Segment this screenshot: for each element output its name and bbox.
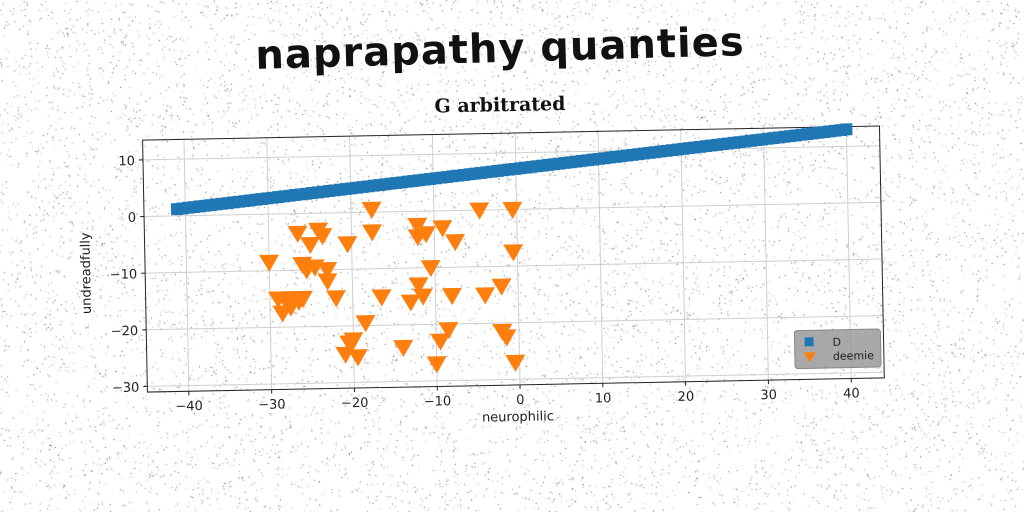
- y-tick-label: −30: [112, 381, 140, 397]
- chart-title: G arbitrated: [434, 93, 565, 118]
- series-deemie-point: [355, 315, 376, 333]
- plot-frame: [142, 125, 885, 393]
- legend-label-deemie: deemie: [833, 349, 875, 363]
- y-axis-label: undreadfully: [78, 232, 95, 314]
- x-tick-label: −30: [258, 397, 286, 413]
- series-deemie-point: [420, 259, 441, 278]
- legend-marker-d: [804, 337, 814, 347]
- series-deemie-point: [371, 289, 392, 307]
- series-deemie-point: [300, 236, 321, 255]
- grid-line-y: [146, 315, 884, 331]
- series-deemie-point: [505, 354, 526, 372]
- series-deemie-point: [317, 273, 338, 291]
- series-deemie-point: [415, 226, 436, 244]
- series-deemie-point: [259, 254, 280, 272]
- series-d-point: [840, 123, 853, 136]
- series-deemie-point: [412, 288, 433, 306]
- x-tick-label: 40: [843, 386, 860, 401]
- y-tick-label: −20: [111, 324, 139, 340]
- series-deemie-point: [503, 244, 524, 262]
- series-deemie-point: [292, 290, 313, 308]
- legend-marker-deemie: [803, 352, 816, 363]
- grid-line-x: [183, 139, 190, 392]
- grid-line-y: [142, 145, 880, 161]
- series-deemie-point: [317, 261, 338, 280]
- x-tick-label: 0: [516, 393, 525, 408]
- grid-line-x: [763, 128, 769, 381]
- grid-line-x: [680, 129, 687, 382]
- series-deemie-point: [441, 287, 462, 306]
- x-tick-label: 30: [760, 388, 777, 403]
- grid-line-y: [145, 258, 883, 274]
- grid-line-y: [147, 371, 885, 387]
- series-deemie-point: [444, 234, 465, 252]
- grid-line-x: [597, 131, 604, 384]
- series-deemie-point: [287, 225, 308, 243]
- grid-line-x: [514, 132, 521, 385]
- x-axis-label: neurophilic: [482, 409, 554, 425]
- series-deemie-point: [400, 294, 421, 312]
- x-tick-label: 10: [595, 391, 612, 406]
- series-deemie-point: [430, 333, 451, 351]
- y-tick-label: 10: [118, 154, 135, 169]
- legend-label-d: D: [832, 336, 841, 349]
- x-tick-label: 20: [677, 390, 694, 405]
- series-deemie-point: [426, 356, 447, 374]
- x-tick-label: −20: [341, 396, 369, 412]
- series-deemie-point: [312, 228, 333, 246]
- series-deemie-point: [496, 329, 517, 347]
- y-tick-label: 0: [128, 211, 137, 226]
- series-deemie-point: [491, 278, 512, 296]
- series-deemie-point: [432, 220, 453, 238]
- series-deemie-point: [469, 202, 490, 220]
- series-deemie-point: [408, 277, 429, 295]
- series-deemie-point: [337, 236, 358, 254]
- series-deemie-point: [407, 217, 428, 235]
- series-deemie-point: [438, 321, 459, 340]
- x-tick-label: −40: [175, 399, 203, 415]
- series-deemie-point: [361, 201, 382, 219]
- series-deemie-point: [502, 201, 523, 219]
- legend-box: [793, 328, 882, 370]
- x-tick-label: −10: [424, 394, 452, 410]
- series-deemie-point: [325, 290, 346, 308]
- series-deemie-point: [393, 339, 414, 357]
- series-deemie-point: [475, 287, 495, 305]
- series-deemie-point: [361, 224, 382, 242]
- series-deemie-point: [347, 349, 368, 367]
- y-tick-label: −10: [110, 267, 138, 283]
- series-deemie-point: [343, 332, 364, 350]
